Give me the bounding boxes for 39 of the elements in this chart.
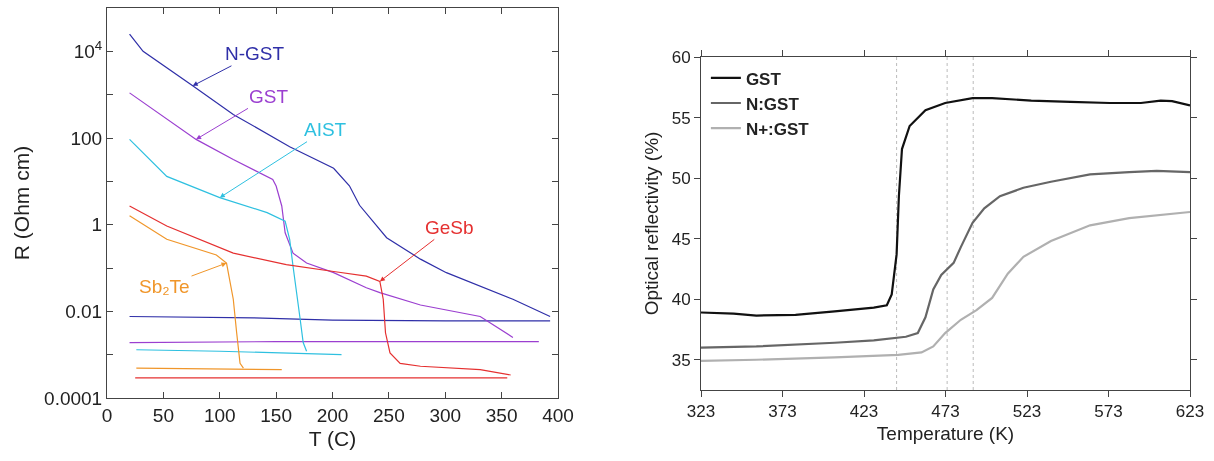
y-tick-label: 40 xyxy=(671,290,691,310)
legend-label: N:GST xyxy=(745,94,800,114)
x-tick-label: 323 xyxy=(686,402,716,422)
text: GeSb xyxy=(425,217,474,238)
x-tick-label: 350 xyxy=(485,404,518,426)
y-tick-label: 10$^{4}$ xyxy=(73,38,103,62)
x-axis-title: Temperature (K) xyxy=(876,423,1015,445)
series-label: Sb₂Te xyxy=(139,276,190,297)
y-axis-title: R (Ohm cm) xyxy=(10,145,34,261)
x-tick-label: 523 xyxy=(1012,402,1042,422)
x-axis-title: T (C) xyxy=(308,427,357,450)
x-tick-label: 400 xyxy=(542,404,574,426)
y-tick-label: 0.01 xyxy=(65,300,103,322)
text: GST xyxy=(249,86,289,107)
series-label: N-GST xyxy=(225,43,285,64)
y-tick-label: 60 xyxy=(671,47,691,67)
y-tick-label: 1 xyxy=(91,214,103,236)
y-tick-label: 100 xyxy=(70,127,103,149)
x-tick-label: 623 xyxy=(1175,402,1205,422)
x-tick-label: 573 xyxy=(1094,402,1123,422)
y-tick-label: 50 xyxy=(671,169,691,189)
legend-label: N+:GST xyxy=(745,119,810,139)
y-tick-label: 0.0001 xyxy=(44,387,103,409)
x-tick-label: 423 xyxy=(849,402,879,422)
x-tick-label: 300 xyxy=(429,404,462,426)
x-tick-label: 473 xyxy=(931,402,960,422)
y-tick-label: 35 xyxy=(671,350,691,370)
y-tick-label: 45 xyxy=(671,229,691,249)
x-tick-label: 0 xyxy=(101,404,113,426)
y-tick-label: 55 xyxy=(671,108,691,128)
x-tick-label: 200 xyxy=(316,404,349,426)
text: AIST xyxy=(304,119,347,140)
x-tick-label: 150 xyxy=(260,404,292,426)
x-tick-label: 250 xyxy=(373,404,405,426)
legend-label: GST xyxy=(745,69,782,89)
x-tick-label: 50 xyxy=(152,404,174,426)
x-tick-label: 100 xyxy=(203,404,236,426)
y-axis-title: Optical reflectivity (%) xyxy=(640,131,662,316)
x-tick-label: 373 xyxy=(768,402,797,422)
